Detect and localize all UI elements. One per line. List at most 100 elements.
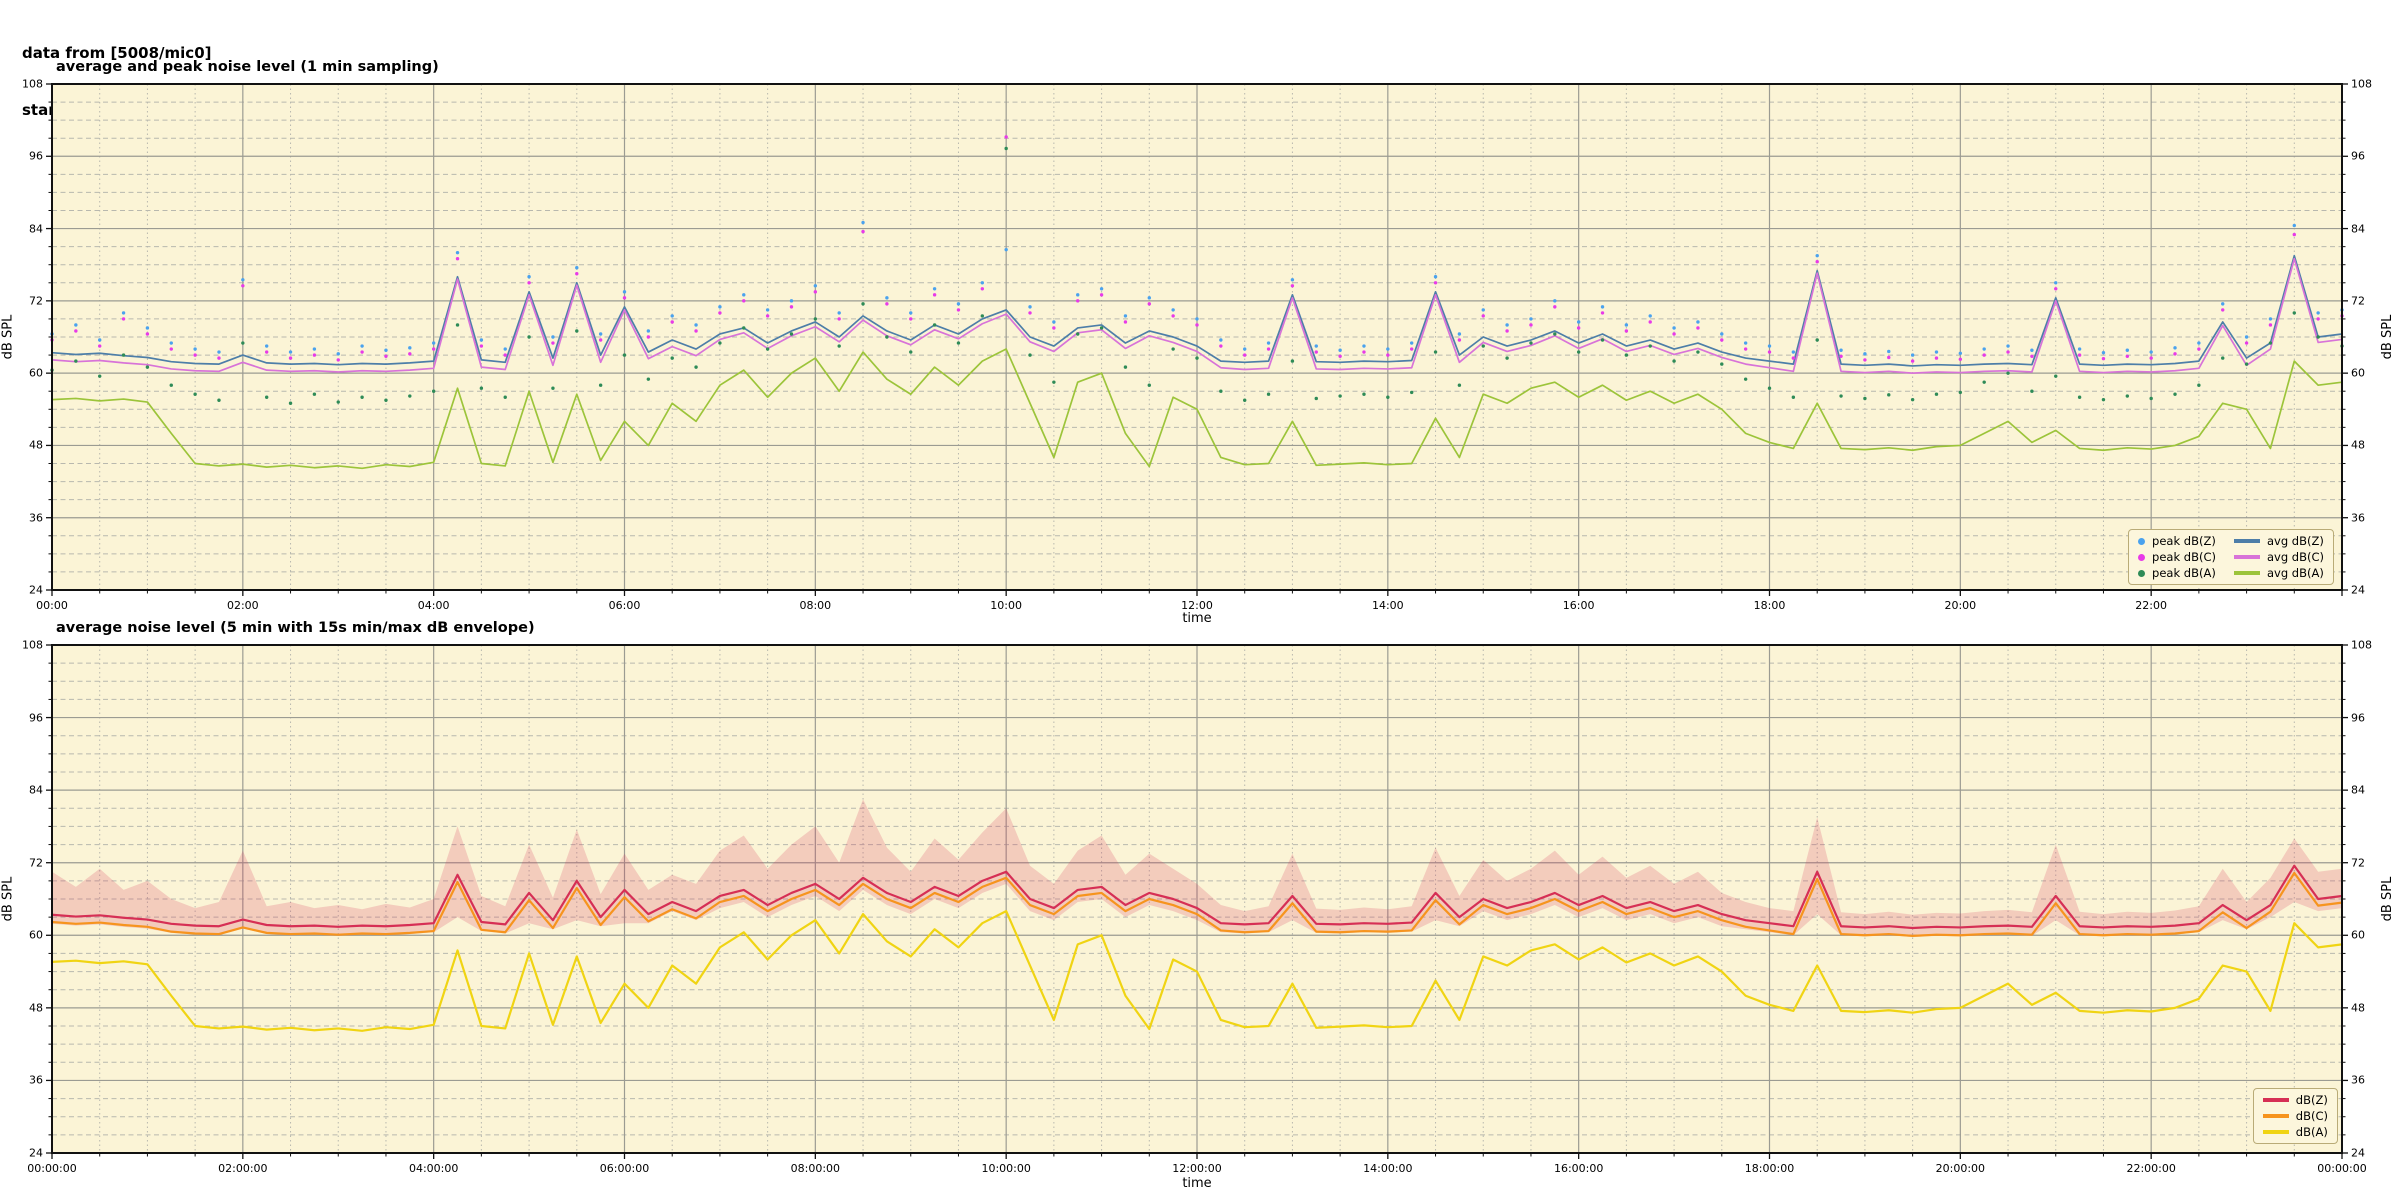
y-tick-label-left: 48	[29, 438, 43, 452]
chart-1-ylabel-left: dB SPL	[0, 314, 16, 360]
major-gridlines	[52, 645, 2342, 1153]
x-tick-label: 10:00	[990, 599, 1023, 612]
x-tick-label: 16:00	[1562, 599, 1595, 612]
x-tick-label: 20:00:00	[1935, 1162, 1986, 1175]
series-db-c-	[50, 871, 2344, 937]
x-tick-label: 12:00:00	[1172, 1162, 1222, 1175]
x-tick-label: 20:00	[1944, 599, 1977, 612]
y-tick-label-right: 48	[2351, 438, 2365, 452]
y-tick-label-right: 60	[2351, 366, 2365, 380]
y-tick-label-right: 84	[2351, 222, 2365, 236]
series-peak-db-a-	[50, 146, 2344, 405]
chart-average-envelope: average noise level (5 min with 15s min/…	[1, 620, 2396, 1191]
x-tick-label: 06:00	[608, 599, 641, 612]
x-tick-label: 00:00	[36, 599, 68, 612]
avg-dba-line-marker	[2233, 571, 2260, 575]
y-tick-label-left: 96	[29, 149, 43, 163]
x-tick-label: 02:00	[226, 599, 259, 612]
chart-2-xlabel: time	[1182, 1176, 1212, 1191]
avg-dbc-line-marker	[2233, 555, 2260, 559]
peak-dba-dot-marker	[2138, 569, 2146, 577]
legend-item-dbz: dB(Z)	[2262, 1093, 2328, 1107]
legend-label: peak dB(C)	[2152, 550, 2216, 564]
chart-1-canvas	[46, 83, 2348, 596]
chart-1-ylabel-right: dB SPL	[2380, 314, 2396, 360]
dba-line-marker	[2262, 1130, 2289, 1134]
y-tick-label-left: 24	[29, 583, 43, 597]
x-tick-label: 08:00:00	[790, 1162, 841, 1175]
y-tick-label-right: 108	[2351, 77, 2372, 91]
header-line-1: data from [5008/mic0]	[22, 44, 212, 62]
series-avg-db-a-	[51, 348, 2343, 470]
chart-2-canvas	[46, 644, 2348, 1159]
legend-label: dB(C)	[2295, 1109, 2328, 1123]
x-tick-label: 14:00:00	[1363, 1162, 1413, 1175]
series-peak-db-c-	[50, 135, 2344, 363]
y-tick-label-right: 48	[2351, 1001, 2365, 1015]
x-tick-label: 00:00:00	[2317, 1162, 2367, 1175]
legend-label: avg dB(Z)	[2266, 534, 2324, 548]
x-tick-label: 08:00	[799, 599, 832, 612]
y-tick-label-left: 84	[29, 783, 43, 797]
chart-2-ylabel-left: dB SPL	[0, 876, 16, 922]
legend-label: avg dB(A)	[2266, 566, 2324, 580]
chart-1-plot-area	[46, 83, 2348, 596]
series-db-z-15s-min-max-envelope	[52, 799, 2342, 938]
x-tick-label: 22:00	[2135, 599, 2168, 612]
series-peak-db-z-	[50, 220, 2344, 357]
y-tick-label-right: 84	[2351, 783, 2365, 797]
series-db-a-	[50, 909, 2344, 1032]
chart-1-xlabel: time	[1182, 611, 1212, 626]
y-tick-label-right: 72	[2351, 856, 2365, 870]
y-tick-label-left: 24	[29, 1146, 43, 1160]
y-tick-label-right: 72	[2351, 294, 2365, 308]
dbc-line-marker	[2262, 1114, 2289, 1118]
chart-2-legend: dB(Z) dB(C) dB(A)	[2252, 1088, 2338, 1144]
x-tick-label: 06:00:00	[599, 1162, 650, 1175]
legend-label: dB(Z)	[2295, 1093, 2328, 1107]
series-avg-db-c-	[51, 257, 2343, 374]
chart-1-axes	[46, 83, 2348, 596]
legend-item-dba: dB(A)	[2262, 1125, 2328, 1139]
y-tick-label-right: 96	[2351, 149, 2365, 163]
chart-1-title: average and peak noise level (1 min samp…	[56, 59, 439, 75]
x-tick-label: 10:00:00	[981, 1162, 1031, 1175]
y-tick-label-right: 36	[2351, 511, 2365, 525]
major-gridlines	[52, 84, 2342, 590]
y-tick-label-right: 24	[2351, 1146, 2365, 1160]
y-tick-label-left: 72	[29, 294, 43, 308]
y-tick-label-left: 108	[22, 77, 43, 91]
x-tick-label: 14:00	[1371, 599, 1404, 612]
chart-2-axes	[46, 644, 2348, 1159]
x-tick-label: 04:00	[417, 599, 450, 612]
x-tick-label: 04:00:00	[408, 1162, 459, 1175]
x-tick-label: 18:00	[1753, 599, 1786, 612]
y-tick-label-left: 108	[22, 638, 43, 652]
dbz-line-marker	[2262, 1098, 2289, 1102]
y-tick-label-left: 60	[29, 928, 43, 942]
series-avg-db-z-	[51, 254, 2343, 367]
chart-average-and-peak: average and peak noise level (1 min samp…	[1, 59, 2396, 626]
legend-item-peak-dbz: peak dB(Z)	[2138, 534, 2216, 548]
y-tick-label-left: 36	[29, 1073, 43, 1087]
series-db-z-	[50, 864, 2344, 930]
chart-2-ylabel-right: dB SPL	[2380, 876, 2396, 922]
legend-item-avg-dbz: avg dB(Z)	[2233, 534, 2324, 548]
x-tick-label: 16:00:00	[1553, 1162, 1604, 1175]
legend-label: peak dB(A)	[2152, 566, 2216, 580]
y-tick-label-right: 108	[2351, 638, 2372, 652]
y-tick-label-left: 36	[29, 511, 43, 525]
legend-item-peak-dbc: peak dB(C)	[2138, 550, 2216, 564]
legend-item-avg-dba: avg dB(A)	[2233, 566, 2324, 580]
y-tick-label-right: 60	[2351, 928, 2365, 942]
x-tick-label: 18:00:00	[1744, 1162, 1795, 1175]
peak-dbc-dot-marker	[2138, 553, 2146, 561]
x-tick-label: 22:00:00	[2126, 1162, 2176, 1175]
x-tick-label: 12:00	[1181, 599, 1213, 612]
legend-label: peak dB(Z)	[2152, 534, 2216, 548]
y-tick-label-left: 96	[29, 711, 43, 725]
legend-item-peak-dba: peak dB(A)	[2138, 566, 2216, 580]
legend-label: dB(A)	[2295, 1125, 2328, 1139]
y-tick-label-left: 84	[29, 222, 43, 236]
legend-item-avg-dbc: avg dB(C)	[2233, 550, 2324, 564]
